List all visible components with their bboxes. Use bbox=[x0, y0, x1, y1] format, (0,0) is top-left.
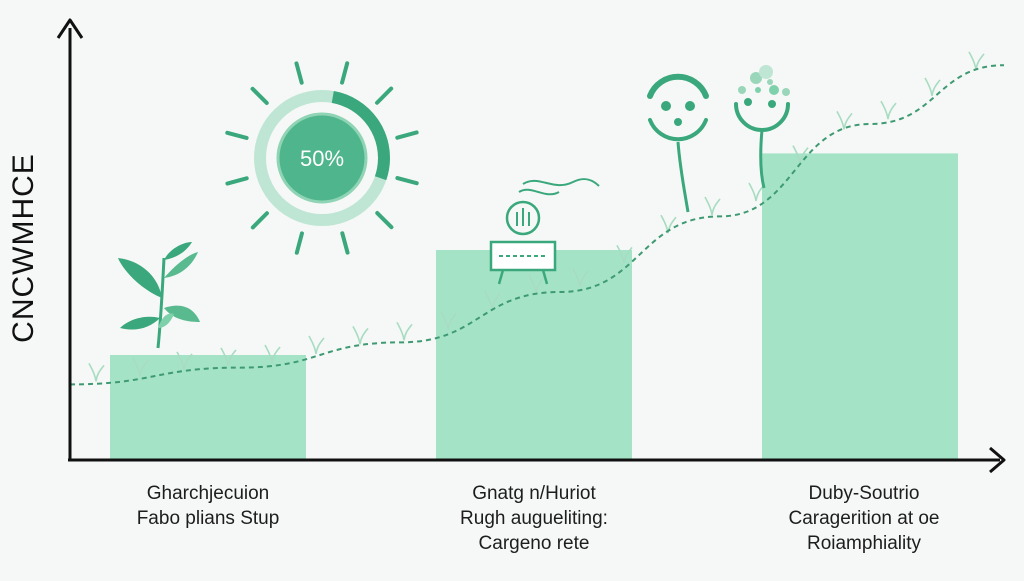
y-axis-label: CNCWMHCE bbox=[7, 153, 40, 343]
sprout-icon bbox=[616, 245, 633, 264]
x-tick-label-line: Gnatg n/Huriot bbox=[472, 483, 596, 504]
x-tick-label-2: Gnatg n/Huriot Rugh augueliting: Cargeno r… bbox=[414, 481, 654, 556]
sun-gauge-icon: 50% bbox=[225, 61, 419, 255]
sprout-icon bbox=[528, 274, 545, 294]
sprout-icon bbox=[704, 196, 721, 216]
sprout-icon bbox=[572, 268, 589, 287]
leaf-plant-icon bbox=[118, 242, 200, 349]
x-tick-label-line: Caragerition at oe bbox=[788, 508, 940, 529]
sun-ray bbox=[375, 86, 394, 105]
sprout-icon bbox=[924, 77, 941, 97]
sprout-icon bbox=[880, 100, 897, 120]
sun-ray bbox=[225, 130, 249, 140]
x-tick-label-line: Roiamphiality bbox=[806, 533, 922, 554]
sun-ray bbox=[250, 86, 269, 105]
sun-ray bbox=[294, 61, 304, 85]
bar-1 bbox=[110, 355, 306, 460]
bar-3 bbox=[762, 153, 958, 460]
dandelion-face-icon bbox=[734, 65, 790, 189]
sprout-icon bbox=[792, 145, 809, 164]
x-tick-label-3: Duby-Soutrio Caragerition at oe Roiamphial… bbox=[744, 481, 984, 556]
sprout-icon bbox=[264, 344, 281, 364]
x-axis-arrow bbox=[989, 446, 1006, 474]
sprout-icon bbox=[440, 311, 457, 330]
sun-ray bbox=[395, 130, 419, 140]
gauge-label: 50% bbox=[300, 146, 344, 171]
x-tick-label-line: Rugh augueliting: bbox=[460, 508, 608, 529]
bars-group bbox=[110, 153, 958, 460]
sprout-icon bbox=[132, 357, 149, 377]
axes bbox=[56, 18, 1006, 474]
sprout-icon bbox=[748, 182, 765, 202]
x-tick-label-line: Fabo plians Stup bbox=[136, 508, 280, 529]
y-axis-arrow bbox=[56, 18, 84, 39]
x-tick-label-line: Duby-Soutrio bbox=[808, 483, 920, 504]
trend-line bbox=[69, 64, 1005, 386]
sun-ray bbox=[340, 231, 350, 255]
sun-ray bbox=[375, 211, 394, 230]
x-tick-label-1: Gharchjecuion Fabo plians Stup bbox=[88, 481, 328, 531]
sprouts-group bbox=[88, 51, 985, 382]
face-tree-icon bbox=[647, 73, 709, 213]
x-tick-label-line: Gharchjecuion bbox=[146, 483, 270, 504]
bar-2 bbox=[436, 250, 632, 460]
sprout-icon bbox=[220, 347, 237, 366]
sprout-icon bbox=[352, 325, 369, 345]
sun-ray bbox=[250, 211, 269, 230]
sprout-icon bbox=[308, 335, 325, 355]
sun-ray bbox=[225, 176, 249, 186]
sprout-icon bbox=[176, 351, 193, 370]
sprout-icon bbox=[836, 111, 853, 130]
sprout-icon bbox=[484, 291, 501, 310]
sun-ray bbox=[294, 231, 304, 255]
sun-ray bbox=[340, 61, 350, 85]
sprout-icon bbox=[968, 51, 985, 70]
lightbulb-signboard-icon bbox=[489, 178, 600, 285]
sprout-icon bbox=[88, 362, 105, 382]
x-tick-label-line: Cargeno rete bbox=[478, 533, 590, 554]
sun-ray bbox=[395, 176, 419, 186]
sprout-icon bbox=[396, 321, 413, 341]
